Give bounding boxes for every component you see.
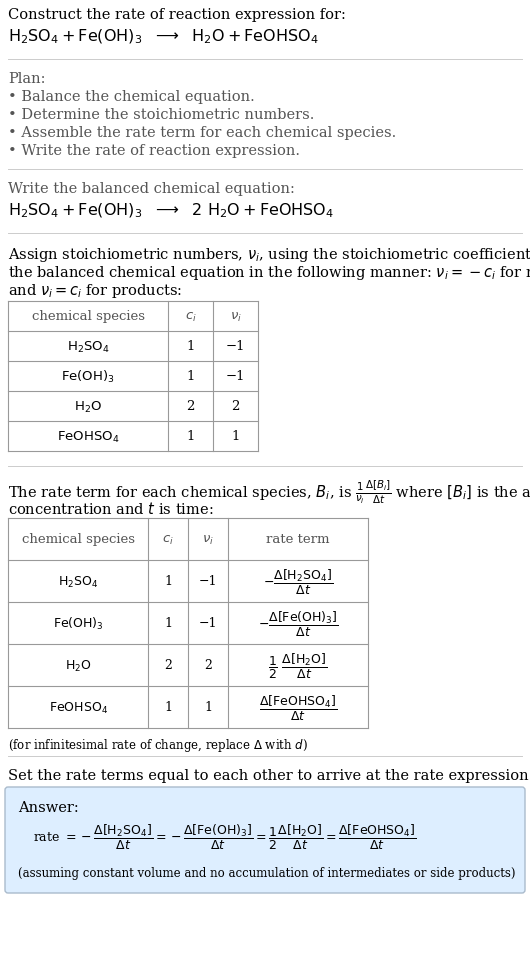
Text: Assign stoichiometric numbers, $\nu_i$, using the stoichiometric coefficients, $: Assign stoichiometric numbers, $\nu_i$, … xyxy=(8,246,530,264)
Text: the balanced chemical equation in the following manner: $\nu_i = -c_i$ for react: the balanced chemical equation in the fo… xyxy=(8,264,530,281)
Text: 1: 1 xyxy=(231,430,240,443)
Text: $c_i$: $c_i$ xyxy=(184,310,197,323)
Text: $\mathrm{Fe(OH)_3}$: $\mathrm{Fe(OH)_3}$ xyxy=(52,616,103,631)
Text: 2: 2 xyxy=(204,658,212,672)
Text: $\mathrm{H_2SO_4}$: $\mathrm{H_2SO_4}$ xyxy=(58,573,98,589)
Text: • Write the rate of reaction expression.: • Write the rate of reaction expression. xyxy=(8,144,300,158)
Text: $-\dfrac{\Delta[\mathrm{Fe(OH)_3}]}{\Delta t}$: $-\dfrac{\Delta[\mathrm{Fe(OH)_3}]}{\Del… xyxy=(258,609,338,638)
Text: • Assemble the rate term for each chemical species.: • Assemble the rate term for each chemic… xyxy=(8,126,396,140)
Text: • Balance the chemical equation.: • Balance the chemical equation. xyxy=(8,90,255,104)
Text: Construct the rate of reaction expression for:: Construct the rate of reaction expressio… xyxy=(8,8,346,21)
Text: $\mathrm{H_2O}$: $\mathrm{H_2O}$ xyxy=(65,658,91,673)
Text: $\mathrm{H_2SO_4}$: $\mathrm{H_2SO_4}$ xyxy=(67,339,109,355)
Text: • Determine the stoichiometric numbers.: • Determine the stoichiometric numbers. xyxy=(8,107,314,122)
Bar xyxy=(8,302,258,451)
Text: The rate term for each chemical species, $B_i$, is $\frac{1}{\nu_i}\frac{\Delta[: The rate term for each chemical species,… xyxy=(8,479,530,506)
Text: 1: 1 xyxy=(187,430,195,443)
Text: chemical species: chemical species xyxy=(22,533,135,546)
Text: Answer:: Answer: xyxy=(18,800,79,814)
Text: $\nu_i$: $\nu_i$ xyxy=(202,532,214,546)
Text: 1: 1 xyxy=(187,340,195,353)
Text: 1: 1 xyxy=(187,370,195,383)
Text: $\dfrac{1}{2}\ \dfrac{\Delta[\mathrm{H_2O}]}{\Delta t}$: $\dfrac{1}{2}\ \dfrac{\Delta[\mathrm{H_2… xyxy=(268,651,328,680)
Text: $\mathrm{FeOHSO_4}$: $\mathrm{FeOHSO_4}$ xyxy=(49,700,108,715)
Bar xyxy=(8,519,368,728)
Text: (for infinitesimal rate of change, replace $\Delta$ with $d$): (for infinitesimal rate of change, repla… xyxy=(8,737,308,753)
Text: 1: 1 xyxy=(164,616,172,630)
Text: 1: 1 xyxy=(164,701,172,714)
Text: 1: 1 xyxy=(204,701,212,714)
Text: $\nu_i$: $\nu_i$ xyxy=(229,310,242,323)
Text: 2: 2 xyxy=(164,658,172,672)
Text: $\mathrm{H_2SO_4 + Fe(OH)_3\ \ \longrightarrow\ \ 2\ H_2O + FeOHSO_4}$: $\mathrm{H_2SO_4 + Fe(OH)_3\ \ \longrigh… xyxy=(8,202,334,220)
Text: 2: 2 xyxy=(187,401,195,413)
Text: concentration and $t$ is time:: concentration and $t$ is time: xyxy=(8,500,214,517)
Text: $-\dfrac{\Delta[\mathrm{H_2SO_4}]}{\Delta t}$: $-\dfrac{\Delta[\mathrm{H_2SO_4}]}{\Delt… xyxy=(263,567,333,596)
Text: $\dfrac{\Delta[\mathrm{FeOHSO_4}]}{\Delta t}$: $\dfrac{\Delta[\mathrm{FeOHSO_4}]}{\Delt… xyxy=(259,693,337,722)
Text: rate term: rate term xyxy=(266,533,330,546)
Text: $\mathrm{H_2O}$: $\mathrm{H_2O}$ xyxy=(74,399,102,414)
Text: $\mathrm{FeOHSO_4}$: $\mathrm{FeOHSO_4}$ xyxy=(57,429,119,445)
Text: chemical species: chemical species xyxy=(31,310,145,323)
Text: and $\nu_i = c_i$ for products:: and $\nu_i = c_i$ for products: xyxy=(8,281,182,300)
Text: Write the balanced chemical equation:: Write the balanced chemical equation: xyxy=(8,182,295,195)
Text: $\mathrm{Fe(OH)_3}$: $\mathrm{Fe(OH)_3}$ xyxy=(61,368,115,385)
Text: −1: −1 xyxy=(226,370,245,383)
Text: rate $= -\dfrac{\Delta[\mathrm{H_2SO_4}]}{\Delta t} = -\dfrac{\Delta[\mathrm{Fe(: rate $= -\dfrac{\Delta[\mathrm{H_2SO_4}]… xyxy=(33,823,417,851)
Text: −1: −1 xyxy=(199,616,217,630)
FancyBboxPatch shape xyxy=(5,787,525,893)
Text: Set the rate terms equal to each other to arrive at the rate expression:: Set the rate terms equal to each other t… xyxy=(8,768,530,783)
Text: 2: 2 xyxy=(231,401,240,413)
Text: −1: −1 xyxy=(226,340,245,353)
Text: (assuming constant volume and no accumulation of intermediates or side products): (assuming constant volume and no accumul… xyxy=(18,867,516,879)
Text: $\mathrm{H_2SO_4 + Fe(OH)_3\ \ \longrightarrow\ \ H_2O + FeOHSO_4}$: $\mathrm{H_2SO_4 + Fe(OH)_3\ \ \longrigh… xyxy=(8,28,319,46)
Text: 1: 1 xyxy=(164,574,172,588)
Text: Plan:: Plan: xyxy=(8,72,46,86)
Text: −1: −1 xyxy=(199,574,217,588)
Text: $c_i$: $c_i$ xyxy=(162,532,174,546)
